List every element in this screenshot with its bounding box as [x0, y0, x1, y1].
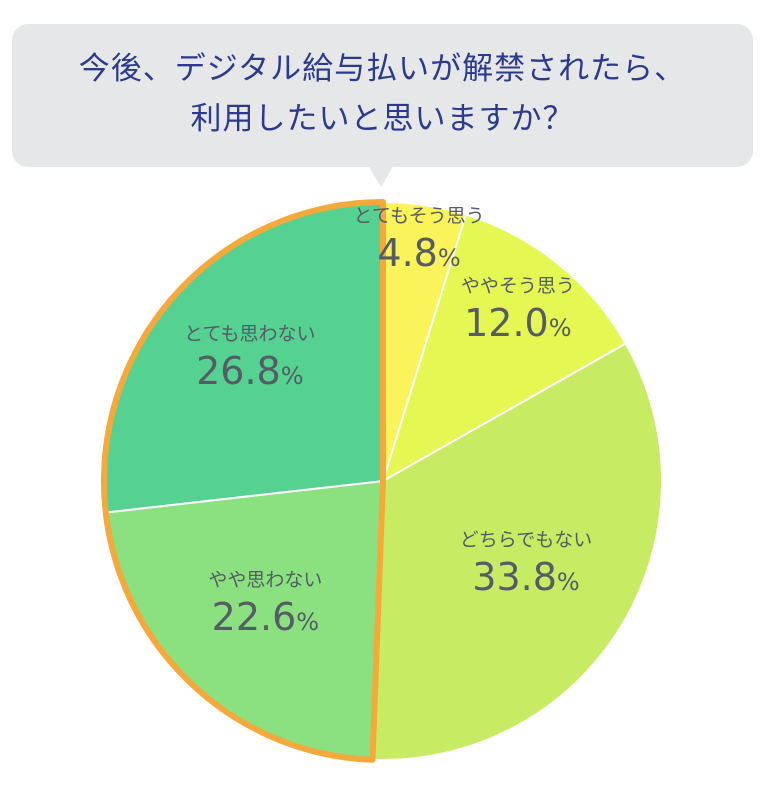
slice-label-5: とても思わない: [184, 323, 315, 345]
question-title: 今後、デジタル給与払いが解禁されたら、 利用したいと思いますか？: [12, 44, 753, 144]
pie-slice-2: [381, 213, 628, 484]
question-line-2: 利用したいと思いますか？: [190, 101, 575, 137]
slice-label-3: どちらでもない: [460, 529, 592, 551]
slice-label-2: ややそう思う: [461, 275, 575, 297]
question-line-1: 今後、デジタル給与払いが解禁されたら、: [78, 51, 687, 87]
slice-label-1: とてもそう思う: [353, 205, 484, 227]
slice-value-5: 26.8%: [196, 349, 303, 393]
slice-label-4: やや思わない: [208, 569, 322, 591]
pie-slice-3: [371, 342, 663, 761]
question-bubble: [12, 24, 753, 167]
question-bubble-tail: [368, 165, 394, 187]
highlight-outline: [100, 199, 386, 763]
